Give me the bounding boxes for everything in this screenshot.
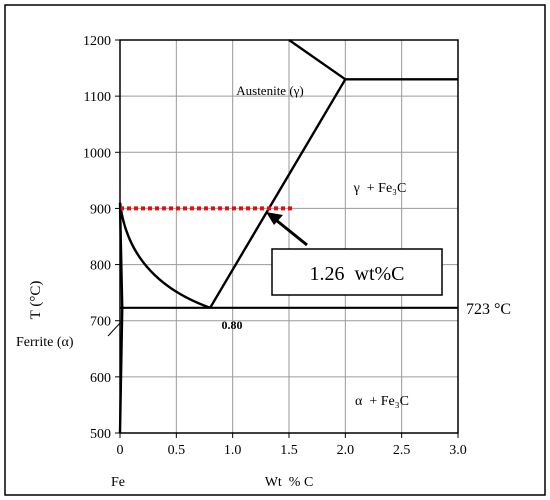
gamma-fe3c-label: γ + Fe₃C: [353, 181, 407, 196]
x-tick-label: 1.0: [224, 443, 242, 458]
y-tick-label: 700: [90, 315, 111, 330]
eutectoid-temperature-label: 723 °C: [466, 301, 511, 318]
austenite-label: Austenite (γ): [236, 83, 303, 98]
x-axis-origin-label: Fe: [111, 475, 125, 490]
x-axis-label: Wt % C: [265, 475, 314, 490]
y-tick-label: 1000: [83, 146, 111, 161]
acm-line: [209, 78, 347, 309]
y-tick-label: 600: [90, 371, 111, 386]
callout-arrow: [275, 218, 308, 247]
x-tick-label: 0: [117, 443, 124, 458]
y-tick-label: 1100: [84, 90, 111, 105]
y-tick-label: 900: [90, 202, 111, 217]
x-tick-label: 3.0: [449, 443, 467, 458]
ferrite-pointer: [107, 321, 122, 337]
callout-arrowhead: [266, 212, 283, 225]
eutectoid-composition-label: 0.80: [222, 318, 243, 332]
x-tick-label: 1.5: [280, 443, 298, 458]
ferrite-solvus-line: [118, 202, 124, 434]
x-tick-label: 2.5: [393, 443, 411, 458]
y-axis-label: T (°C): [28, 281, 44, 320]
callout-text: 1.26 wt%C: [310, 263, 405, 285]
alpha-fe3c-label: α + Fe₃C: [355, 394, 409, 409]
plot-area-border: [119, 39, 459, 434]
x-tick-label: 2.0: [337, 443, 355, 458]
callout-box: [271, 248, 443, 296]
upper-liquidus-line: [288, 39, 347, 81]
y-tick-label: 800: [90, 259, 111, 274]
y-tick-label: 1200: [83, 34, 111, 49]
phase-boundaries: [118, 39, 458, 434]
ferrite-label: Ferrite (α): [16, 335, 74, 350]
x-tick-label: 0.5: [168, 443, 186, 458]
callout: 1.26 wt%C: [266, 212, 443, 296]
gamma-alpha-boundary: [118, 202, 211, 309]
y-tick-label: 500: [90, 427, 111, 442]
axis-ticks: 0 0.5 1.0 1.5 2.0 2.5 3.0 500 600 700 800 900 1000 11…: [83, 34, 467, 458]
